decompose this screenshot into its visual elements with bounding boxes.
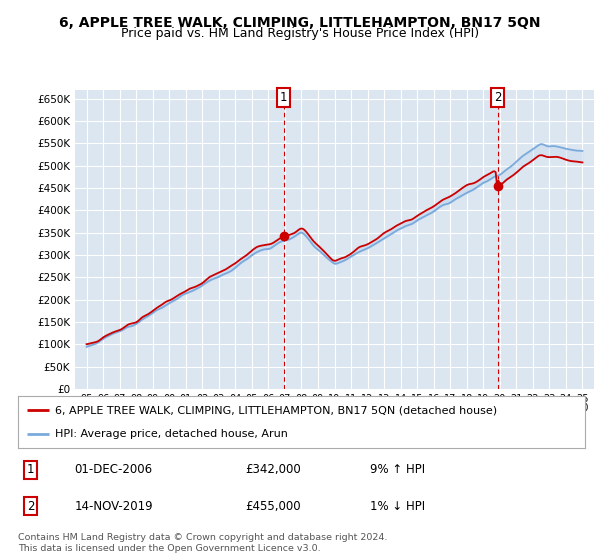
Text: 1: 1 xyxy=(280,91,287,104)
Text: £455,000: £455,000 xyxy=(245,500,301,512)
Text: 6, APPLE TREE WALK, CLIMPING, LITTLEHAMPTON, BN17 5QN: 6, APPLE TREE WALK, CLIMPING, LITTLEHAMP… xyxy=(59,16,541,30)
Text: HPI: Average price, detached house, Arun: HPI: Average price, detached house, Arun xyxy=(55,429,288,439)
Text: 2: 2 xyxy=(494,91,502,104)
Text: Price paid vs. HM Land Registry's House Price Index (HPI): Price paid vs. HM Land Registry's House … xyxy=(121,27,479,40)
Text: Contains HM Land Registry data © Crown copyright and database right 2024.
This d: Contains HM Land Registry data © Crown c… xyxy=(18,533,388,553)
Text: 9% ↑ HPI: 9% ↑ HPI xyxy=(370,463,425,476)
Text: 1: 1 xyxy=(27,463,34,476)
Text: 1% ↓ HPI: 1% ↓ HPI xyxy=(370,500,425,512)
Text: 2: 2 xyxy=(27,500,34,512)
Text: 14-NOV-2019: 14-NOV-2019 xyxy=(75,500,154,512)
Text: £342,000: £342,000 xyxy=(245,463,301,476)
Text: 6, APPLE TREE WALK, CLIMPING, LITTLEHAMPTON, BN17 5QN (detached house): 6, APPLE TREE WALK, CLIMPING, LITTLEHAMP… xyxy=(55,405,497,416)
Text: 01-DEC-2006: 01-DEC-2006 xyxy=(75,463,153,476)
